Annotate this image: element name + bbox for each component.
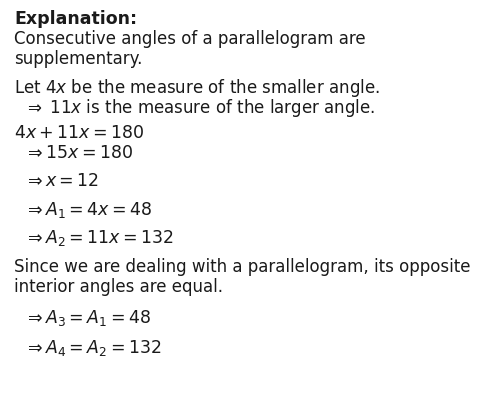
Text: $\Rightarrow A_3 = A_1 = 48$: $\Rightarrow A_3 = A_1 = 48$ [24,308,151,328]
Text: Since we are dealing with a parallelogram, its opposite: Since we are dealing with a parallelogra… [14,258,470,276]
Text: interior angles are equal.: interior angles are equal. [14,278,223,296]
Text: $\Rightarrow$ $11x$ is the measure of the larger angle.: $\Rightarrow$ $11x$ is the measure of th… [24,97,376,119]
Text: $4x + 11x = 180$: $4x + 11x = 180$ [14,124,144,142]
Text: $\Rightarrow A_1 = 4x = 48$: $\Rightarrow A_1 = 4x = 48$ [24,200,152,220]
Text: $\Rightarrow A_2 = 11x = 132$: $\Rightarrow A_2 = 11x = 132$ [24,228,174,248]
Text: supplementary.: supplementary. [14,50,142,68]
Text: $\Rightarrow 15x = 180$: $\Rightarrow 15x = 180$ [24,144,133,162]
Text: Consecutive angles of a parallelogram are: Consecutive angles of a parallelogram ar… [14,30,366,48]
Text: Let $4x$ be the measure of the smaller angle.: Let $4x$ be the measure of the smaller a… [14,77,380,99]
Text: $\Rightarrow x = 12$: $\Rightarrow x = 12$ [24,172,99,190]
Text: $\Rightarrow A_4 = A_2 = 132$: $\Rightarrow A_4 = A_2 = 132$ [24,338,162,358]
Text: Explanation:: Explanation: [14,10,137,28]
